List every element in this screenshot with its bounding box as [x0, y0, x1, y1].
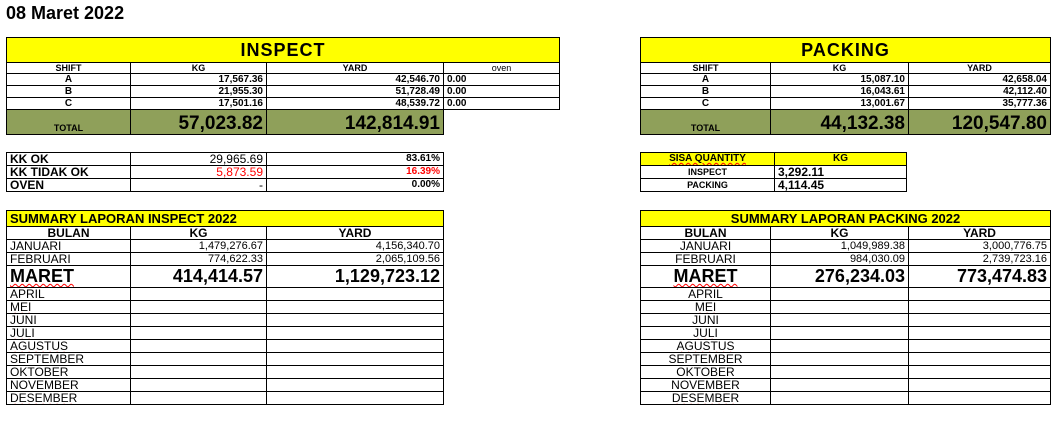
inspect-col-shift: SHIFT	[6, 62, 131, 74]
list-item: APRIL	[640, 287, 1052, 301]
sisa-packing-label: PACKING	[640, 178, 775, 192]
list-item: OKTOBER	[640, 365, 1052, 379]
col-kg: KG	[770, 226, 909, 240]
list-item: AGUSTUS	[6, 339, 445, 353]
sisa-packing-kg: 4,114.45	[774, 178, 907, 192]
list-item: OKTOBER	[6, 365, 445, 379]
table-row: C 17,501.16 48,539.72 0.00	[6, 97, 561, 110]
list-item: AGUSTUS	[640, 339, 1052, 353]
col-kg: KG	[130, 226, 267, 240]
list-item: APRIL	[6, 287, 445, 301]
list-item: JULI	[6, 326, 445, 340]
summary-packing-table: SUMMARY LAPORAN PACKING 2022 BULAN KG YA…	[639, 210, 1052, 405]
kk-ok-label: KK OK	[6, 152, 131, 166]
sisa-table: SISA QUANTITY KG INSPECT 3,292.11 PACKIN…	[640, 152, 907, 192]
list-item: MEI	[640, 300, 1052, 314]
col-yard: YARD	[265, 226, 445, 240]
kk-oven-label: OVEN	[6, 178, 131, 192]
list-item: SEPTEMBER	[6, 352, 445, 366]
inspect-col-yard: YARD	[266, 62, 444, 74]
inspect-col-oven: oven	[442, 62, 561, 74]
col-bulan: BULAN	[640, 226, 771, 240]
col-yard: YARD	[907, 226, 1052, 240]
table-row: FEBRUARI 984,030.09 2,739,723.16	[640, 252, 1052, 266]
table-row: B 16,043.61 42,112.40	[640, 85, 1051, 98]
kk-oven-row: OVEN - 0.00%	[6, 178, 444, 192]
col-bulan: BULAN	[6, 226, 131, 240]
sisa-inspect-label: INSPECT	[640, 165, 775, 179]
packing-total-yard: 120,547.80	[908, 109, 1051, 135]
packing-total-label: TOTAL	[640, 109, 771, 135]
packing-col-kg: KG	[770, 62, 909, 74]
list-item: NOVEMBER	[6, 378, 445, 392]
table-row: FEBRUARI 774,622.33 2,065,109.56	[6, 252, 445, 266]
list-item: JULI	[640, 326, 1052, 340]
table-row: C 13,001.67 35,777.36	[640, 97, 1051, 110]
inspect-total-row: TOTAL 57,023.82 142,814.91	[6, 109, 560, 135]
list-item: NOVEMBER	[640, 378, 1052, 392]
sisa-label: SISA QUANTITY	[640, 152, 775, 166]
list-item: MEI	[6, 300, 445, 314]
packing-table: PACKING SHIFT KG YARD A 15,087.10 42,658…	[640, 37, 1051, 135]
inspect-total-label: TOTAL	[6, 109, 131, 135]
table-row: MARET 276,234.03 773,474.83	[640, 265, 1052, 288]
inspect-table: INSPECT SHIFT KG YARD oven A 17,567.36 4…	[5, 37, 561, 135]
packing-col-yard: YARD	[908, 62, 1051, 74]
packing-col-shift: SHIFT	[640, 62, 771, 74]
kk-ok-kg: 29,965.69	[130, 152, 267, 166]
summary-packing-title: SUMMARY LAPORAN PACKING 2022	[639, 210, 1052, 227]
kk-oven-pct: 0.00%	[266, 178, 444, 192]
report-date: 08 Maret 2022	[6, 3, 125, 23]
kk-oven-kg: -	[130, 178, 267, 192]
list-item: JUNI	[6, 313, 445, 327]
packing-title: PACKING	[640, 37, 1051, 63]
table-row: A 15,087.10 42,658.04	[640, 73, 1051, 86]
inspect-title: INSPECT	[5, 37, 561, 63]
list-item: JUNI	[640, 313, 1052, 327]
kk-ok-pct: 83.61%	[266, 152, 444, 166]
inspect-total-yard: 142,814.91	[266, 109, 444, 135]
kk-notok-pct: 16.39%	[266, 165, 444, 179]
summary-inspect-title: SUMMARY LAPORAN INSPECT 2022	[5, 210, 445, 227]
inspect-total-kg: 57,023.82	[130, 109, 267, 135]
sisa-inspect-kg: 3,292.11	[774, 165, 907, 179]
kk-notok-kg: 5,873.59	[130, 165, 267, 179]
kk-table: KK OK 29,965.69 83.61% KK TIDAK OK 5,873…	[6, 152, 444, 192]
list-item: DESEMBER	[640, 391, 1052, 405]
table-row: MARET 414,414.57 1,129,723.12	[6, 265, 445, 288]
summary-inspect-table: SUMMARY LAPORAN INSPECT 2022 BULAN KG YA…	[5, 210, 445, 405]
kk-notok-row: KK TIDAK OK 5,873.59 16.39%	[6, 165, 444, 179]
packing-total-kg: 44,132.38	[770, 109, 909, 135]
packing-total-row: TOTAL 44,132.38 120,547.80	[640, 109, 1051, 135]
table-row: JANUARI 1,049,989.38 3,000,776.75	[640, 239, 1052, 253]
inspect-col-kg: KG	[130, 62, 267, 74]
list-item: SEPTEMBER	[640, 352, 1052, 366]
table-row: A 17,567.36 42,546.70 0.00	[6, 73, 561, 86]
sisa-col-kg: KG	[774, 152, 907, 166]
kk-notok-label: KK TIDAK OK	[6, 165, 131, 179]
list-item: DESEMBER	[6, 391, 445, 405]
table-row: B 21,955.30 51,728.49 0.00	[6, 85, 561, 98]
kk-ok-row: KK OK 29,965.69 83.61%	[6, 152, 444, 166]
table-row: JANUARI 1,479,276.67 4,156,340.70	[6, 239, 445, 253]
